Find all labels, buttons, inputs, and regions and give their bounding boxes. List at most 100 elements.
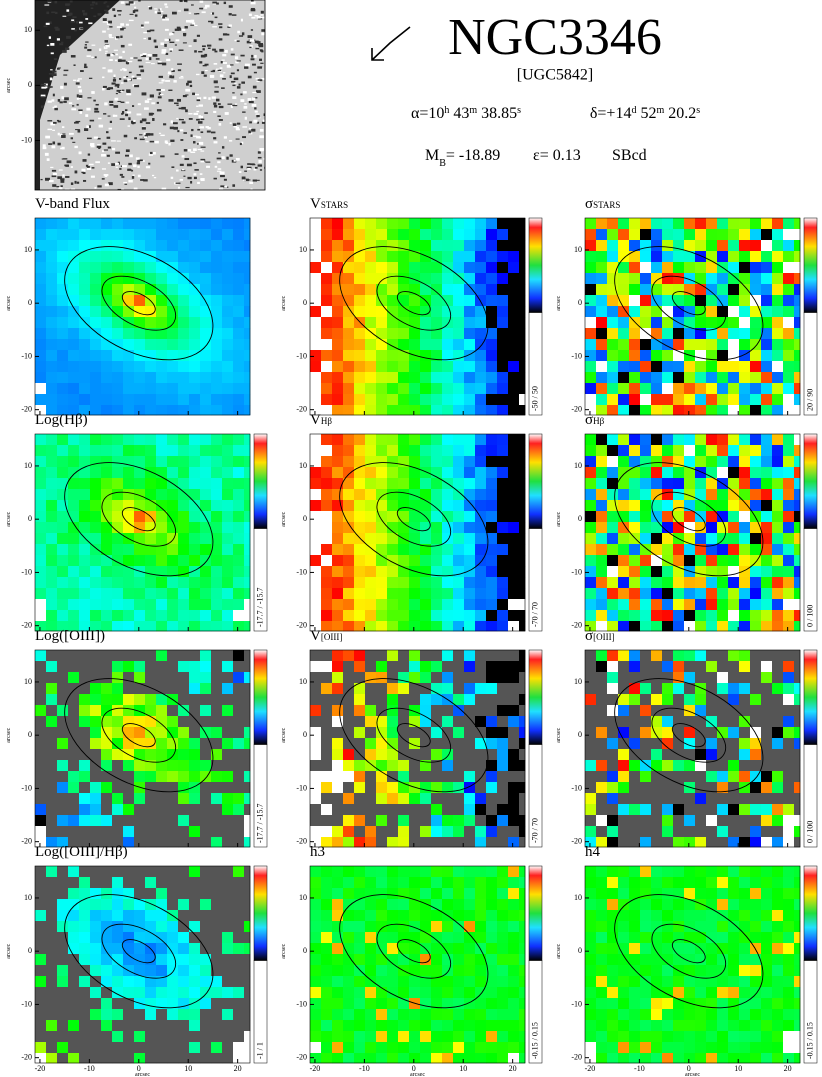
map-pixel — [794, 445, 801, 457]
map-pixel — [343, 771, 355, 783]
map-pixel — [354, 921, 366, 933]
map-pixel — [365, 694, 377, 706]
map-pixel — [607, 350, 619, 362]
image-speckle — [47, 0, 52, 3]
map-pixel — [497, 921, 509, 933]
map-pixel — [794, 610, 801, 622]
map-pixel — [310, 954, 322, 966]
map-pixel — [101, 240, 113, 252]
map-pixel — [629, 284, 641, 296]
map-pixel — [332, 394, 344, 406]
map-pixel — [233, 727, 245, 739]
image-speckle — [48, 143, 53, 145]
map-pixel — [662, 500, 674, 512]
map-pixel — [783, 361, 795, 373]
map-pixel — [508, 489, 520, 501]
map-pixel — [596, 383, 608, 395]
map-pixel — [508, 826, 520, 838]
map-pixel — [607, 456, 619, 468]
image-speckle — [41, 86, 47, 89]
map-pixel — [123, 511, 135, 523]
map-pixel — [728, 489, 740, 501]
map-pixel — [310, 522, 322, 534]
map-pixel — [233, 661, 245, 673]
image-speckle — [165, 6, 169, 8]
map-pixel — [35, 478, 47, 490]
image-speckle — [186, 163, 192, 167]
map-pixel — [35, 910, 47, 922]
map-pixel — [46, 500, 58, 512]
map-pixel — [706, 544, 718, 556]
image-speckle — [86, 125, 90, 129]
map-pixel — [376, 716, 388, 728]
image-speckle — [177, 186, 181, 189]
map-pixel — [706, 361, 718, 373]
map-pixel — [354, 954, 366, 966]
map-pixel — [596, 339, 608, 351]
map-pixel — [783, 522, 795, 534]
map-pixel — [123, 544, 135, 556]
map-pixel — [398, 899, 410, 911]
image-speckle — [64, 97, 69, 101]
map-pixel — [332, 899, 344, 911]
map-pixel — [783, 405, 795, 416]
image-speckle — [183, 34, 186, 37]
map-pixel — [365, 555, 377, 567]
map-pixel — [244, 500, 251, 512]
map-pixel — [200, 760, 212, 772]
map-pixel — [431, 588, 443, 600]
map-pixel — [387, 793, 399, 805]
map-pixel — [222, 434, 234, 446]
map-pixel — [519, 566, 526, 578]
map-pixel — [387, 837, 399, 848]
x-tick-label: 10 — [184, 1064, 192, 1073]
map-pixel — [607, 705, 619, 717]
map-pixel — [101, 826, 113, 838]
map-pixel — [321, 650, 333, 662]
map-pixel — [794, 533, 801, 545]
map-pixel — [200, 987, 212, 999]
map-pixel — [222, 826, 234, 838]
map-pixel — [497, 815, 509, 827]
map-pixel — [585, 610, 597, 622]
map-pixel — [68, 273, 80, 285]
image-speckle — [151, 102, 155, 105]
map-pixel — [728, 262, 740, 274]
map-pixel — [618, 621, 630, 632]
map-pixel — [244, 511, 251, 523]
image-speckle — [49, 86, 53, 88]
map-pixel — [750, 694, 762, 706]
image-speckle — [214, 90, 219, 93]
map-pixel — [68, 943, 80, 955]
map-pixel — [750, 372, 762, 384]
map-pixel — [398, 760, 410, 772]
map-pixel — [244, 771, 251, 783]
map-pixel — [79, 932, 91, 944]
map-pixel — [519, 467, 526, 479]
map-pixel — [761, 295, 773, 307]
map-pixel — [750, 306, 762, 318]
map-pixel — [167, 306, 179, 318]
image-speckle — [54, 26, 59, 29]
map-pixel — [387, 350, 399, 362]
image-speckle — [57, 120, 61, 123]
map-pixel — [519, 306, 526, 318]
image-speckle — [197, 121, 203, 124]
map-pixel — [244, 921, 251, 933]
map-pixel — [200, 899, 212, 911]
map-pixel — [794, 295, 801, 307]
map-pixel — [398, 837, 410, 848]
image-speckle — [204, 53, 208, 57]
map-pixel — [112, 965, 124, 977]
map-pixel — [442, 361, 454, 373]
map-pixel — [717, 218, 729, 230]
script-text: h — [444, 105, 449, 116]
map-pixel — [585, 577, 597, 589]
map-pixel — [464, 683, 476, 695]
map — [310, 650, 526, 848]
map-pixel — [178, 1053, 190, 1064]
map-pixel — [409, 771, 421, 783]
map-pixel — [629, 672, 641, 684]
image-speckle — [200, 118, 205, 121]
image-speckle — [119, 168, 122, 170]
